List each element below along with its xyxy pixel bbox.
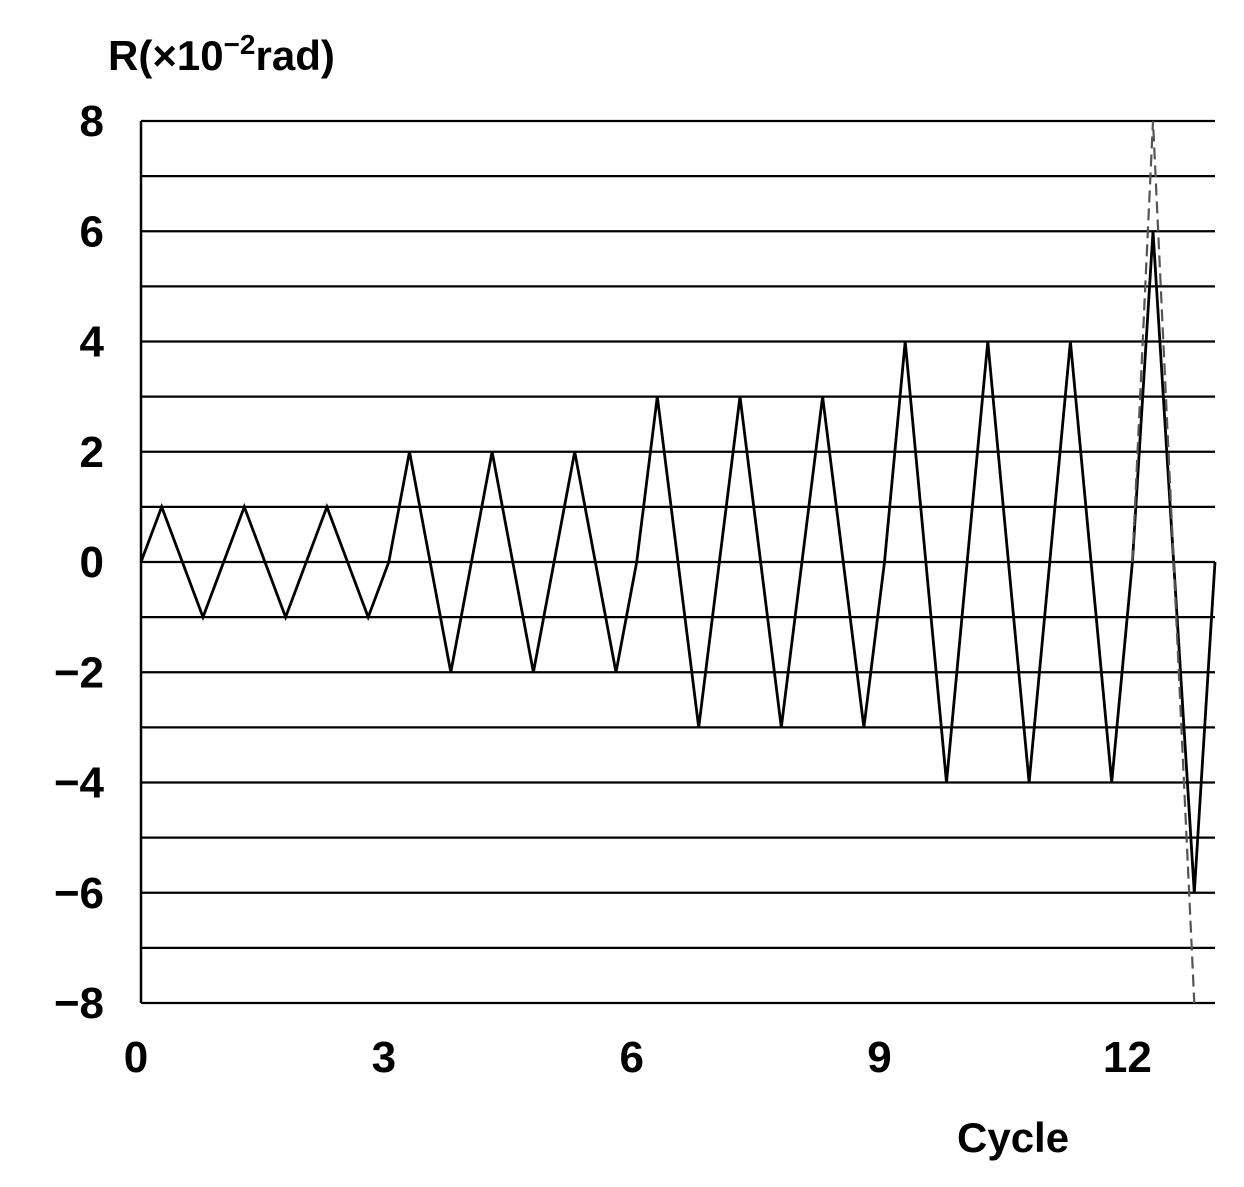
y-tick-label: −4 [54,759,105,808]
x-tick-label: 12 [1103,1033,1152,1082]
x-tick-label: 0 [124,1033,148,1082]
y-axis-title-exponent: −2 [224,29,256,60]
y-tick-label: 4 [80,318,105,367]
x-axis-title: Cycle [957,1114,1069,1161]
y-tick-label: 2 [80,428,104,477]
grid-lines [141,119,1215,1005]
y-tick-label: −6 [54,869,104,918]
y-axis-title-prefix: R(×10 [108,32,224,79]
series-line-solid [139,231,1217,893]
y-axis-title: R(×10−2rad) [108,29,335,79]
x-tick-labels: 0 3 6 9 12 [124,1033,1152,1082]
x-tick-label: 6 [619,1033,643,1082]
y-axis-title-suffix: rad) [256,32,335,79]
series-line-dashed [1131,120,1196,1004]
x-tick-label: 9 [867,1033,891,1082]
y-tick-label: −8 [54,979,104,1028]
y-tick-label: 6 [80,207,104,256]
y-tick-labels: 8 6 4 2 0 −2 −4 −6 −8 [54,97,105,1028]
y-tick-label: 0 [80,538,104,587]
series-layer [139,120,1217,1004]
y-tick-label: −2 [54,648,104,697]
y-tick-label: 8 [80,97,104,146]
x-tick-label: 3 [372,1033,396,1082]
